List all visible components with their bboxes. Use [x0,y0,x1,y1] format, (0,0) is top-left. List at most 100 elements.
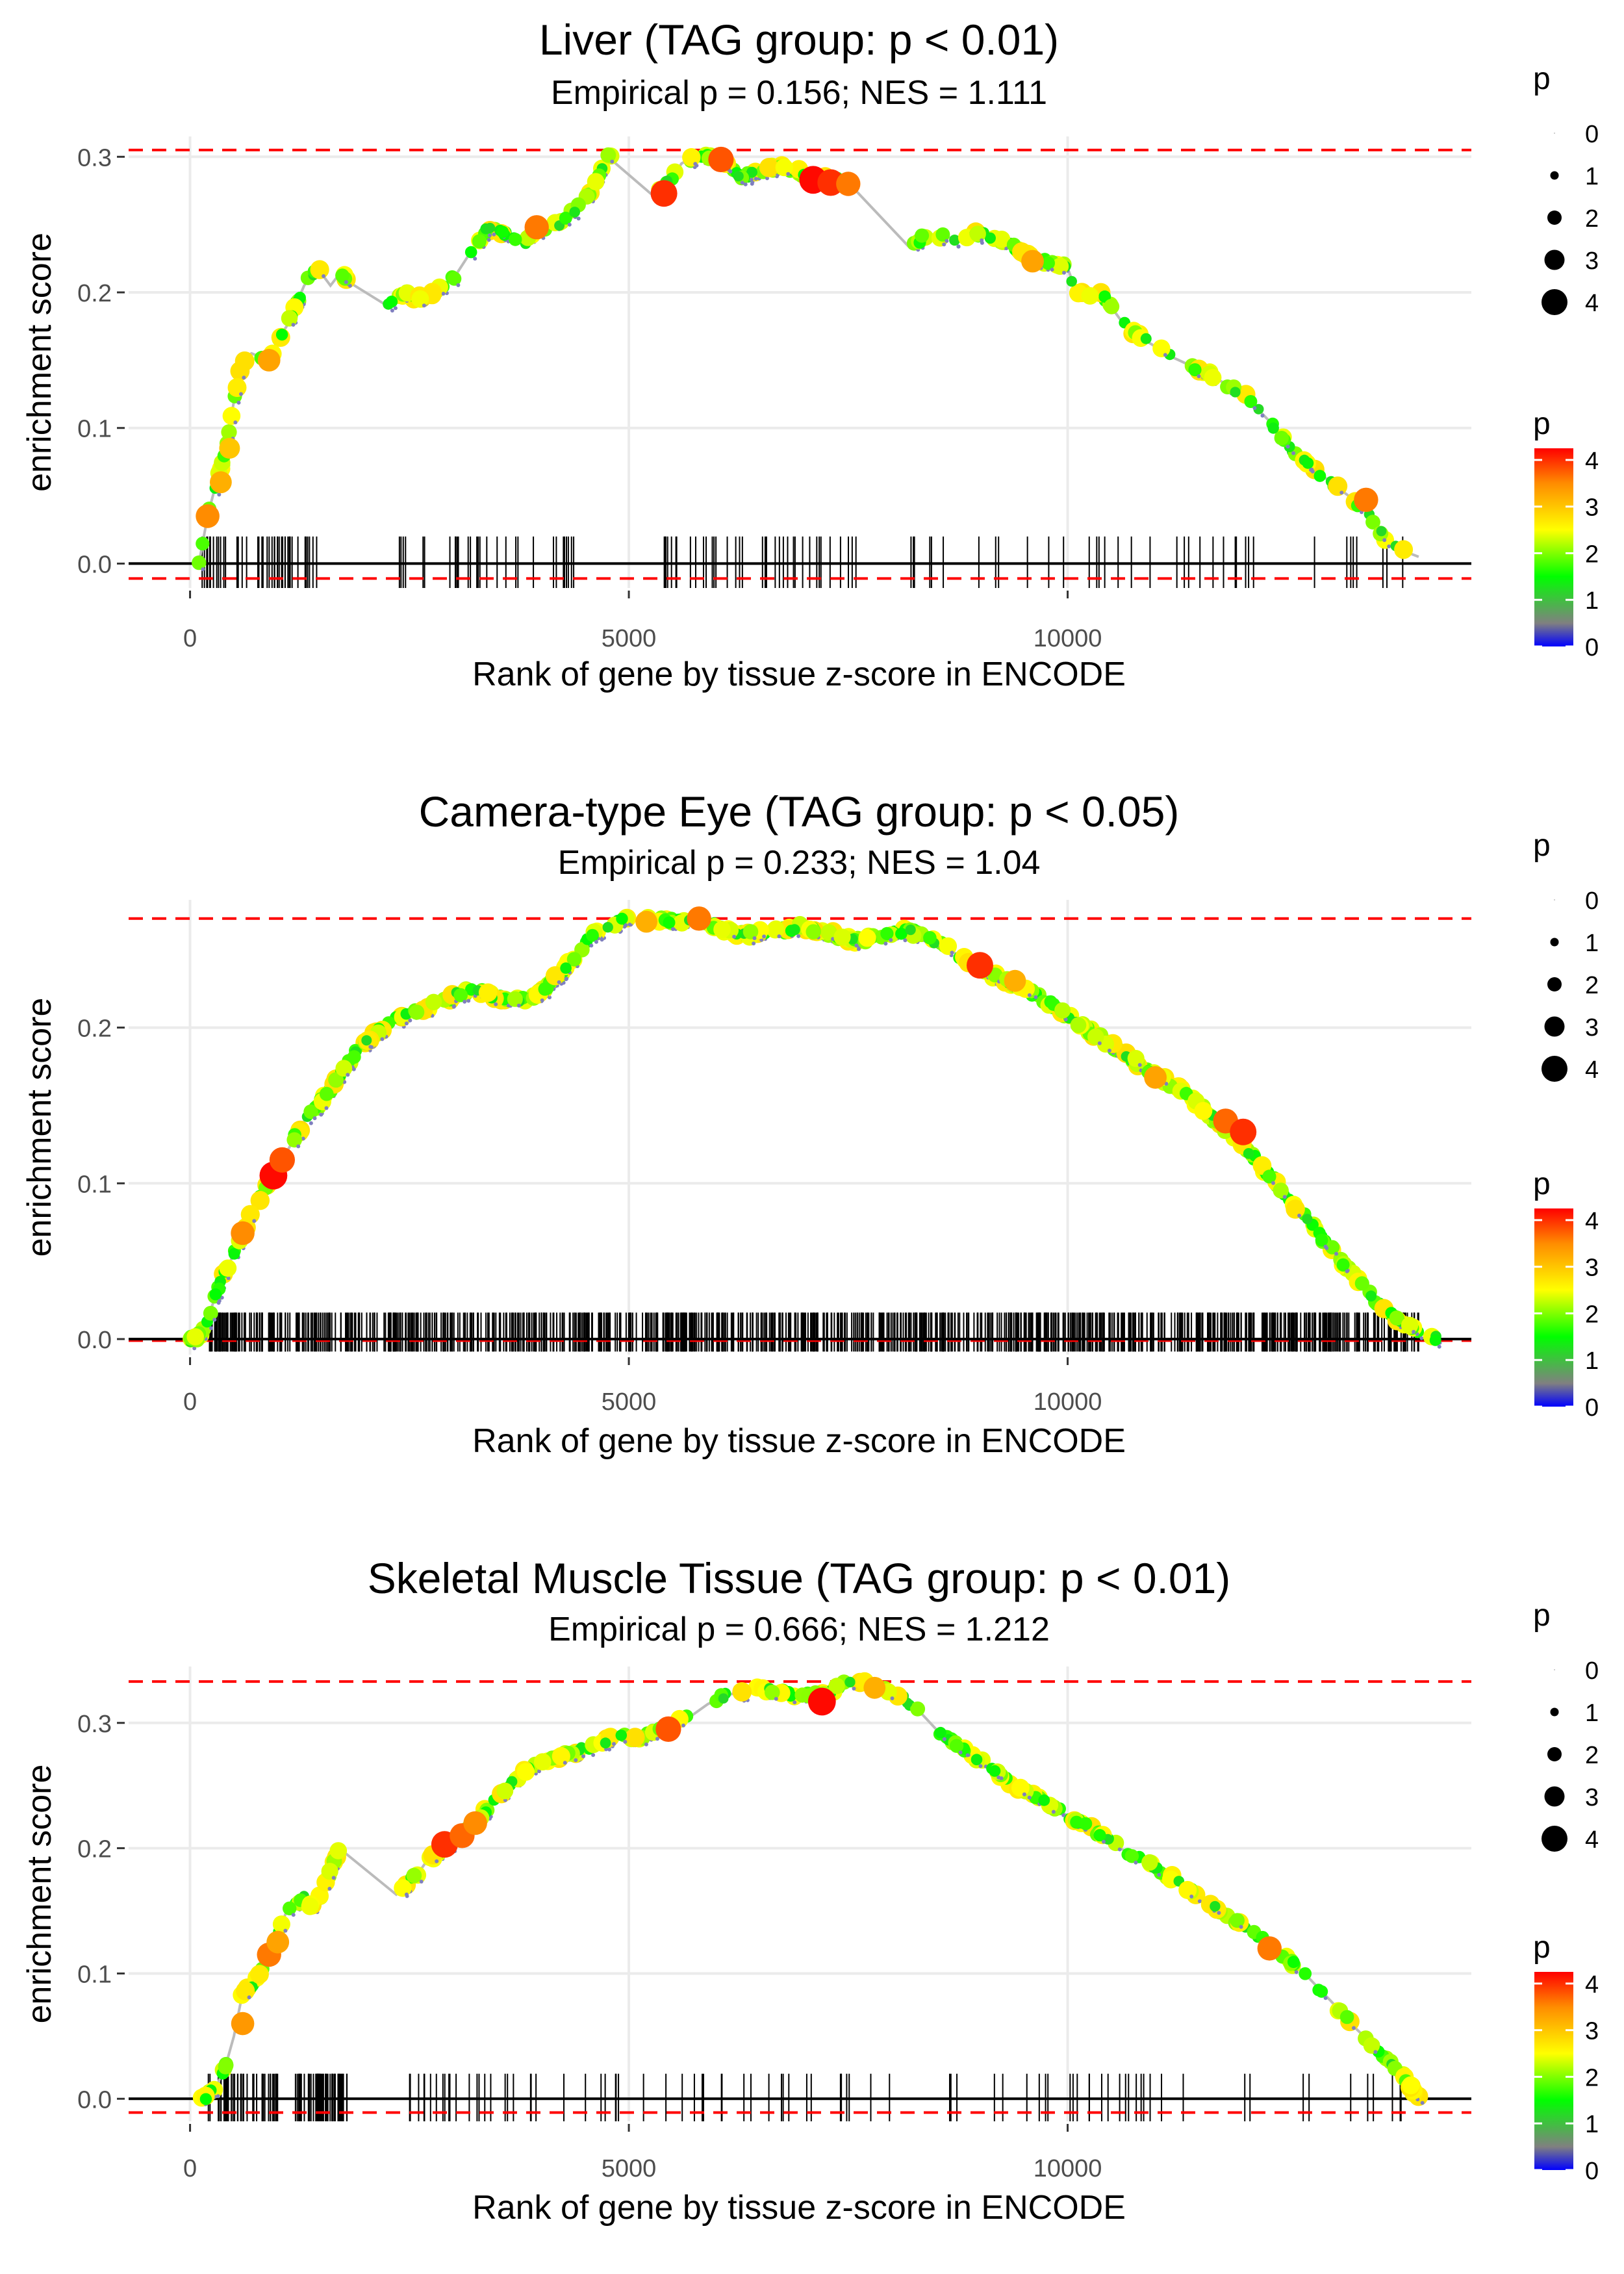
enrichment-point [775,159,793,177]
enrichment-point [196,537,210,551]
enrichment-point-low [319,1112,324,1117]
color-legend: p 4 3 2 1 0 [1533,407,1599,661]
enrichment-curve [197,151,1419,564]
enrichment-point [713,921,731,938]
enrichment-point-low [752,936,757,940]
enrichment-point-low [1239,1924,1243,1929]
size-legend-dot [1554,899,1555,901]
enrichment-point-low [591,1753,596,1757]
enrichment-point-low [1297,1214,1302,1218]
enrichment-point [335,1060,353,1077]
enrichment-point-low [774,1696,778,1701]
enrichment-point [1402,2076,1420,2095]
enrichment-point-low [368,1045,373,1049]
x-tick-label: 0 [183,625,197,652]
enrichment-point-low [1420,2101,1425,2105]
enrichment-point [1243,1148,1254,1159]
enrichment-point [858,929,876,947]
size-legend-label: 1 [1585,930,1599,957]
enrichment-point-low [291,322,296,327]
enrichment-point-low [777,934,781,939]
enrichment-point [1274,431,1289,446]
enrichment-point [1066,275,1077,287]
enrichment-point [1365,515,1380,530]
enrichment-point [789,924,800,936]
enrichment-point-low [765,176,769,181]
enrichment-point [1070,1017,1087,1034]
chart-subtitle: Empirical p = 0.156; NES = 1.111 [551,74,1047,112]
enrichment-point [935,227,950,242]
enrichment-point-low [296,1144,301,1149]
size-legend-dot [1547,977,1562,991]
highlight-point [1004,969,1026,992]
enrichment-point-low [233,420,238,425]
enrichment-point [472,234,487,249]
enrichment-point-low [390,309,394,313]
color-legend-label: 0 [1585,634,1599,661]
enrichment-point-low [883,941,888,946]
enrichment-point [496,225,509,238]
highlight-point [210,471,232,494]
enrichment-point-low [463,999,467,1004]
enrichment-point [411,290,429,308]
enrichment-point [806,924,821,939]
enrichment-point-low [331,1876,336,1880]
size-legend-dot [1542,1056,1567,1082]
enrichment-point-low [671,927,675,931]
highlight-point [650,180,678,207]
enrichment-point [228,1248,240,1260]
enrichment-point [767,921,784,939]
enrichment-point-low [589,943,594,948]
enrichment-point-low [1027,993,1032,997]
enrichment-point-low [1323,1996,1328,2000]
enrichment-point [1273,1182,1289,1199]
enrichment-point-low [628,923,632,926]
enrichment-point [1011,1778,1030,1797]
enrichment-point [602,922,613,933]
size-legend-dot [1550,938,1559,947]
enrichment-point-low [743,182,748,186]
enrichment-point-low [581,1754,585,1759]
color-legend-label: 3 [1585,1255,1599,1282]
enrichment-point-low [655,1737,659,1741]
highlight-point [708,146,734,173]
highlight-point [1257,1936,1282,1961]
enrichment-point [496,1782,514,1800]
enrichment-point-low [1382,538,1387,543]
enrichment-point [240,1205,260,1224]
enrichment-point-low [1286,444,1290,449]
enrichment-point-low [487,238,491,242]
enrichment-point-low [752,941,756,946]
x-tick-label: 0 [183,1388,197,1416]
enrichment-point-low [1291,451,1296,455]
enrichment-point-low [903,938,907,943]
enrichment-point [221,424,237,441]
enrichment-point [989,1765,1001,1777]
enrichment-point [236,1981,255,2000]
enrichment-point-low [1061,1813,1066,1817]
enrichment-point [1081,287,1099,305]
enrichment-point-low [324,1106,329,1110]
enrichment-point-low [404,1892,409,1897]
enrichment-point-low [945,238,949,243]
enrichment-point [425,993,442,1011]
enrichment-point-low [1334,1251,1339,1256]
enrichment-point-low [890,1696,894,1700]
enrichment-point [984,232,996,244]
enrichment-point-low [623,1739,628,1744]
enrichment-point-low [854,943,859,948]
size-legend-label: 4 [1585,290,1599,317]
x-tick-label: 10000 [1034,625,1102,652]
enrichment-point [534,1753,552,1770]
color-legend-title: p [1533,1930,1551,1965]
highlight-point [231,1221,255,1246]
enrichment-point [538,982,552,996]
enrichment-point-low [1437,1344,1441,1349]
color-legend-bar [1534,1972,1573,2170]
enrichment-point-low [380,1037,385,1041]
enrichment-point-low [322,274,326,278]
highlight-point [635,910,657,933]
x-tick-label: 10000 [1034,1388,1102,1416]
chart-title: Camera-type Eye (TAG group: p < 0.05) [419,787,1180,836]
highlight-point [687,906,711,931]
